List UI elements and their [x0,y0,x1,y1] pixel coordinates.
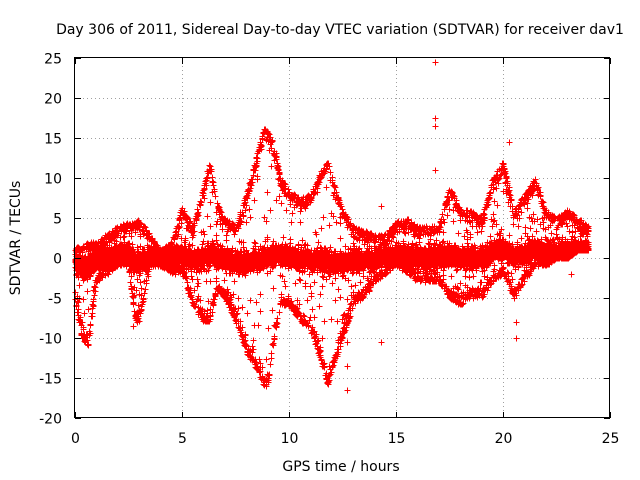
data-points [72,59,592,394]
y-tick-label: 15 [44,132,62,148]
chart-title: Day 306 of 2011, Sidereal Day-to-day VTE… [56,22,624,38]
outlier-point [378,339,385,346]
y-tick-label: -10 [39,332,62,348]
outlier-point [432,167,439,174]
x-tick-label: 10 [281,431,299,447]
x-tick-label: 15 [388,431,406,447]
outlier-point [85,341,92,348]
x-axis-label: GPS time / hours [282,459,399,475]
outlier-point [432,59,439,66]
outlier-point [511,295,518,302]
outlier-point [513,335,520,342]
y-tick-label: 5 [53,212,62,228]
outlier-point [344,339,351,346]
y-tick-label: 0 [53,252,62,268]
outlier-point [130,323,137,330]
outlier-point [432,123,439,130]
y-tick-label: -20 [39,412,62,428]
x-tick-label: 5 [178,431,187,447]
tick-labels: 0 5 10 15 20 25 -20 -15 -10 -5 0 5 10 15 20 25 [39,52,619,448]
outlier-point [568,271,575,278]
y-tick-label: 10 [44,172,62,188]
outlier-point [378,203,385,210]
y-tick-label: 25 [44,52,62,68]
outlier-point [513,319,520,326]
y-tick-label: -5 [48,292,62,308]
axis-ticks [75,58,611,419]
outlier-point [432,115,439,122]
x-tick-label: 0 [71,431,80,447]
y-tick-label: -15 [39,372,62,388]
outlier-point [506,139,513,146]
x-tick-label: 25 [602,431,620,447]
data-point-cloud [72,126,592,390]
plot-frame [74,57,610,418]
outlier-point [344,363,351,370]
x-tick-label: 20 [495,431,513,447]
y-tick-label: 20 [44,92,62,108]
outlier-point [344,387,351,394]
y-axis-label: SDTVAR / TECUs [8,181,24,296]
